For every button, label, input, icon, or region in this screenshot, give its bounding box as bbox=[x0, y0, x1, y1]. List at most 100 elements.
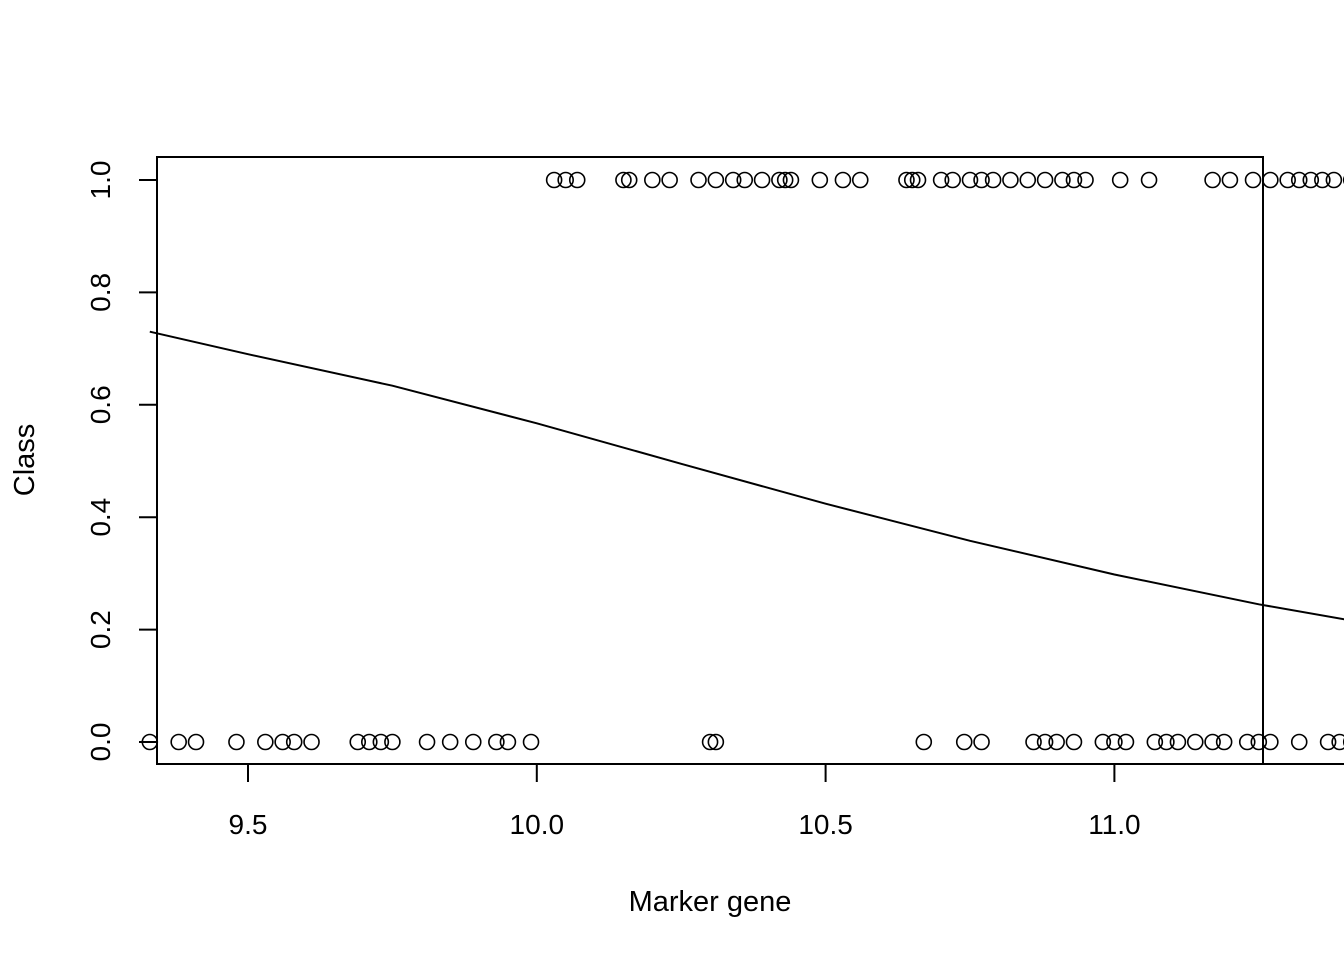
data-point-class-0 bbox=[499, 733, 517, 751]
x-tick-label: 10.0 bbox=[510, 809, 565, 840]
data-point-class-1 bbox=[1290, 171, 1308, 189]
data-point-class-1 bbox=[1077, 171, 1094, 189]
data-point-class-0 bbox=[1290, 733, 1308, 751]
plot-box bbox=[156, 156, 1264, 765]
data-point-class-1 bbox=[776, 171, 794, 189]
data-point-class-1 bbox=[1244, 171, 1262, 189]
data-point-class-1 bbox=[1111, 171, 1129, 189]
data-point-class-0 bbox=[349, 733, 367, 751]
data-point-class-1 bbox=[1221, 171, 1239, 189]
data-point-class-1 bbox=[753, 171, 771, 189]
data-point-class-1 bbox=[1054, 171, 1071, 189]
data-point-class-1 bbox=[811, 171, 829, 189]
y-tick-label: 0.6 bbox=[85, 385, 116, 424]
y-axis: 0.0 0.2 0.4 0.6 0.8 1.0 bbox=[85, 161, 158, 762]
data-point-class-0 bbox=[1331, 733, 1344, 751]
data-point-class-0 bbox=[1036, 733, 1054, 751]
data-point-class-0 bbox=[228, 733, 245, 751]
data-point-class-0 bbox=[915, 733, 933, 751]
data-point-class-0 bbox=[1215, 733, 1233, 751]
data-point-class-0 bbox=[1262, 733, 1279, 751]
data-point-class-0 bbox=[1094, 733, 1112, 751]
data-point-class-0 bbox=[303, 733, 320, 751]
x-tick-label: 11.0 bbox=[1088, 809, 1140, 840]
data-point-class-1 bbox=[615, 171, 632, 189]
data-point-class-0 bbox=[522, 733, 540, 751]
data-point-class-0 bbox=[707, 733, 725, 751]
data-point-class-1 bbox=[771, 171, 788, 189]
fit-curve bbox=[149, 330, 1344, 621]
data-point-class-1 bbox=[707, 171, 725, 189]
x-axis: 9.510.010.511.011.512.012.513.0 bbox=[229, 763, 1344, 840]
data-point-class-0 bbox=[418, 733, 436, 751]
data-point-class-1 bbox=[1262, 171, 1279, 189]
data-point-class-0 bbox=[372, 733, 390, 751]
data-point-class-0 bbox=[1048, 733, 1065, 751]
data-point-class-1 bbox=[1002, 171, 1019, 189]
data-point-class-1 bbox=[782, 171, 800, 189]
data-point-class-1 bbox=[932, 171, 950, 189]
data-point-class-1 bbox=[909, 171, 927, 189]
data-point-class-1 bbox=[736, 171, 754, 189]
y-axis-title: Class bbox=[9, 424, 41, 497]
data-point-class-1 bbox=[903, 171, 921, 189]
data-point-class-0 bbox=[701, 733, 719, 751]
data-point-class-1 bbox=[1302, 171, 1320, 189]
x-tick-label: 10.5 bbox=[798, 809, 853, 840]
data-point-class-1 bbox=[944, 171, 961, 189]
data-point-class-0 bbox=[170, 733, 187, 751]
data-point-class-0 bbox=[488, 733, 505, 751]
data-point-class-0 bbox=[1319, 733, 1337, 751]
data-point-class-0 bbox=[1169, 733, 1187, 751]
data-point-class-0 bbox=[1146, 733, 1164, 751]
data-point-class-1 bbox=[557, 171, 574, 189]
data-point-class-0 bbox=[1117, 733, 1135, 751]
data-point-class-1 bbox=[961, 171, 979, 189]
y-tick-label: 0.2 bbox=[85, 610, 116, 649]
data-point-class-1 bbox=[1279, 171, 1296, 189]
data-point-class-0 bbox=[257, 733, 274, 751]
data-point-class-1 bbox=[1019, 171, 1037, 189]
data-point-class-1 bbox=[1036, 171, 1054, 189]
data-point-class-0 bbox=[464, 733, 482, 751]
data-point-class-1 bbox=[1140, 171, 1158, 189]
data-point-class-1 bbox=[898, 171, 915, 189]
data-point-class-1 bbox=[620, 171, 638, 189]
data-point-class-1 bbox=[851, 171, 869, 189]
y-tick-label: 0.0 bbox=[85, 723, 116, 762]
y-tick-label: 1.0 bbox=[85, 161, 116, 200]
data-point-class-1 bbox=[1065, 171, 1083, 189]
data-point-class-1 bbox=[1325, 171, 1343, 189]
data-point-class-0 bbox=[1065, 733, 1083, 751]
data-point-class-0 bbox=[1250, 733, 1268, 751]
data-point-class-1 bbox=[724, 171, 742, 189]
data-point-class-1 bbox=[1314, 171, 1331, 189]
x-axis-title: Marker gene bbox=[629, 886, 792, 918]
data-point-class-0 bbox=[274, 733, 291, 751]
data-point-class-1 bbox=[834, 171, 852, 189]
data-point-class-0 bbox=[1204, 733, 1221, 751]
data-point-class-0 bbox=[1025, 733, 1042, 751]
data-point-class-1 bbox=[545, 171, 563, 189]
x-tick-label: 9.5 bbox=[229, 809, 268, 840]
data-point-class-0 bbox=[1186, 733, 1204, 751]
data-point-class-0 bbox=[441, 733, 459, 751]
data-point-class-1 bbox=[1204, 171, 1221, 189]
data-point-class-0 bbox=[1106, 733, 1123, 751]
data-point-class-1 bbox=[568, 171, 586, 189]
y-tick-label: 0.4 bbox=[85, 498, 116, 537]
data-point-class-1 bbox=[973, 171, 990, 189]
data-point-class-0 bbox=[187, 733, 205, 751]
points-layer bbox=[141, 171, 1344, 751]
data-point-class-0 bbox=[1158, 733, 1175, 751]
data-point-class-0 bbox=[285, 733, 303, 751]
y-tick-label: 0.8 bbox=[85, 273, 116, 312]
data-point-class-0 bbox=[973, 733, 990, 751]
data-point-class-0 bbox=[384, 733, 401, 751]
data-point-class-1 bbox=[644, 171, 661, 189]
data-point-class-1 bbox=[690, 171, 707, 189]
data-point-class-1 bbox=[984, 171, 1002, 189]
data-point-class-0 bbox=[360, 733, 378, 751]
data-point-class-1 bbox=[661, 171, 678, 189]
